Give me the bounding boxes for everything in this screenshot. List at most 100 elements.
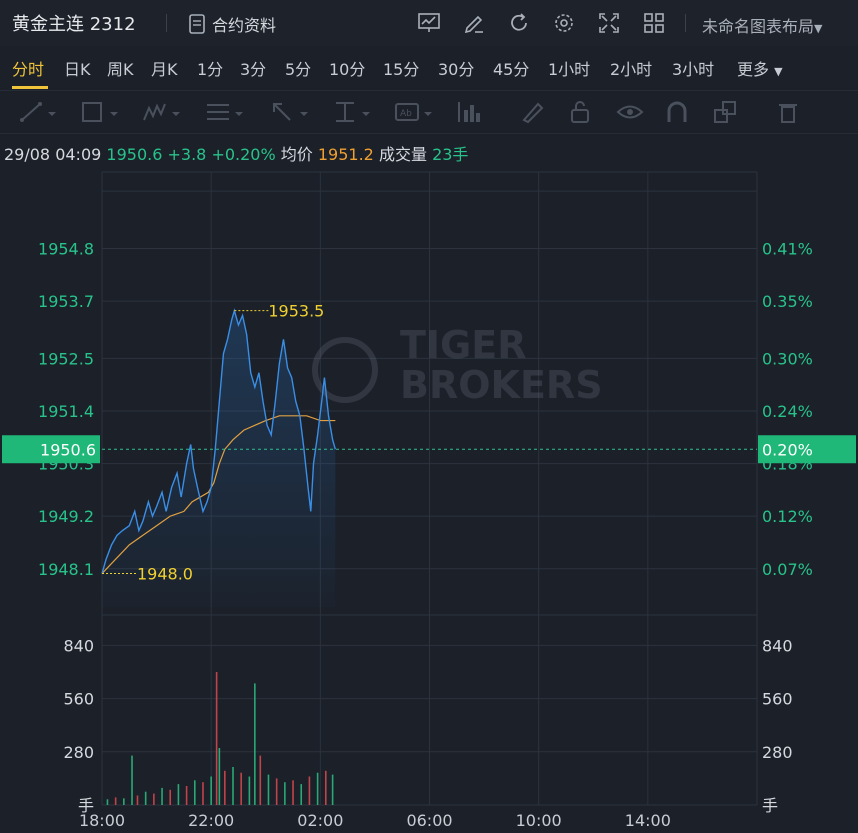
divider <box>166 14 167 32</box>
volume-unit-label: 手 <box>78 796 94 815</box>
time-axis: 18:00 22:00 02:00 06:00 10:00 14:00 <box>79 811 671 830</box>
settings-icon[interactable] <box>551 10 577 36</box>
clone-icon[interactable] <box>713 100 753 124</box>
price-tick-label: 1948.1 <box>38 560 94 579</box>
avg-label: 均价 <box>280 145 313 164</box>
price-tick-label: 1951.4 <box>38 402 94 421</box>
volume-bar <box>240 772 242 805</box>
contract-info-button[interactable]: 合约资料 <box>188 12 276 36</box>
lock-icon[interactable] <box>568 100 608 124</box>
volume-bar <box>300 784 303 805</box>
avg-price-line <box>101 415 336 574</box>
indicator-icon[interactable] <box>456 100 496 124</box>
low-label: 1948.0 <box>137 565 193 584</box>
volume-bar <box>169 789 172 805</box>
volume-axis: 840 840 560 560 280 280 手 手 <box>63 636 792 815</box>
volume-bar <box>161 787 163 805</box>
tab-month[interactable]: 月K <box>151 60 178 79</box>
price-tick-label: 1953.7 <box>38 292 94 311</box>
fullscreen-icon[interactable] <box>596 10 622 36</box>
pct-axis-right: 0.41%0.35%0.30%0.24%0.18%0.12%0.07% <box>762 239 813 578</box>
price-tick-label: 1949.2 <box>38 507 94 526</box>
grid-icon[interactable] <box>641 10 667 36</box>
tab-30min[interactable]: 30分 <box>438 60 475 79</box>
tab-more[interactable]: 更多 ▼ <box>737 56 783 80</box>
tab-day[interactable]: 日K <box>64 60 91 79</box>
price-tick-label: 1952.5 <box>38 349 94 368</box>
divider <box>685 14 686 32</box>
volume-tick-label: 840 <box>63 636 94 655</box>
current-price-tag: 1950.6 <box>40 440 96 459</box>
volume-bar <box>267 774 270 805</box>
active-tab-indicator <box>12 86 48 89</box>
volume-bar <box>224 770 226 805</box>
document-icon <box>189 14 205 34</box>
price-axis-left: 1954.81953.71952.51951.41950.31949.21948… <box>38 239 94 578</box>
watermark-line2: BROKERS <box>400 363 603 407</box>
price-tick-label: 1954.8 <box>38 239 94 258</box>
volume-bar <box>284 782 286 805</box>
volume-bar <box>331 774 334 805</box>
tab-3min[interactable]: 3分 <box>240 60 267 79</box>
volume-bar <box>210 776 212 805</box>
volume-bar <box>232 767 234 805</box>
time-tick-label: 22:00 <box>188 811 234 830</box>
volume-value: 23手 <box>432 145 469 164</box>
volume-bar <box>193 780 196 805</box>
pen-icon[interactable] <box>520 100 560 124</box>
time-tick-label: 02:00 <box>297 811 343 830</box>
volume-bar <box>259 755 262 805</box>
magnet-icon[interactable] <box>665 100 705 124</box>
volume-bar <box>275 778 278 805</box>
caret-down-icon: ▼ <box>814 22 823 35</box>
pct-tick-label: 0.35% <box>762 292 813 311</box>
contract-info-label: 合约资料 <box>212 16 277 35</box>
pattern-icon[interactable] <box>142 100 182 124</box>
tab-1min[interactable]: 1分 <box>197 60 224 79</box>
svg-text:Ab: Ab <box>400 109 412 119</box>
rectangle-icon[interactable] <box>80 100 120 124</box>
timeframe-tabs: 分时 日K 周K 月K 1分 3分 5分 10分 15分 30分 45分 1小时… <box>0 46 858 90</box>
tab-45min[interactable]: 45分 <box>493 60 530 79</box>
current-pct-tag: 0.20% <box>762 440 813 459</box>
pct-tick-label: 0.24% <box>762 402 813 421</box>
volume-bar <box>114 797 117 805</box>
high-label: 1953.5 <box>268 302 324 321</box>
refresh-icon[interactable] <box>506 10 532 36</box>
layout-dropdown[interactable]: 未命名图表布局▼ <box>702 13 822 37</box>
tab-week[interactable]: 周K <box>107 60 134 79</box>
arrow-icon[interactable] <box>270 100 310 124</box>
text-tool-icon[interactable]: Ab <box>394 100 434 124</box>
fib-icon[interactable] <box>205 100 245 124</box>
caret-down-icon: ▼ <box>774 65 783 78</box>
eye-icon[interactable] <box>616 100 656 124</box>
edit-icon[interactable] <box>461 10 487 36</box>
current-pct-tag-bg <box>758 435 856 464</box>
volume-bar <box>185 786 188 805</box>
watermark-line1: TIGER <box>400 323 526 367</box>
time-tick-label: 18:00 <box>79 811 125 830</box>
tab-2h[interactable]: 2小时 <box>610 60 653 79</box>
quote-datetime: 29/08 04:09 <box>4 145 102 164</box>
tab-15min[interactable]: 15分 <box>383 60 420 79</box>
watermark: TIGER BROKERS <box>312 323 603 407</box>
trash-icon[interactable] <box>776 100 816 124</box>
volume-bar <box>202 782 204 805</box>
tab-3h[interactable]: 3小时 <box>672 60 715 79</box>
volume-bar <box>254 683 256 805</box>
pct-tick-label: 0.12% <box>762 507 813 526</box>
measure-icon[interactable] <box>332 100 372 124</box>
volume-bar <box>324 770 327 805</box>
tab-5min[interactable]: 5分 <box>285 60 312 79</box>
volume-tick-label: 560 <box>63 690 94 709</box>
tab-1h[interactable]: 1小时 <box>548 60 591 79</box>
volume-label: 成交量 <box>378 145 427 164</box>
high-low-annotations: 1953.5 1948.0 <box>102 302 324 584</box>
tab-10min[interactable]: 10分 <box>329 60 366 79</box>
trendline-icon[interactable] <box>18 100 58 124</box>
tab-fenshi[interactable]: 分时 <box>12 60 45 79</box>
chart-icon[interactable] <box>416 10 442 36</box>
time-tick-label: 06:00 <box>406 811 452 830</box>
time-tick-label: 10:00 <box>516 811 562 830</box>
